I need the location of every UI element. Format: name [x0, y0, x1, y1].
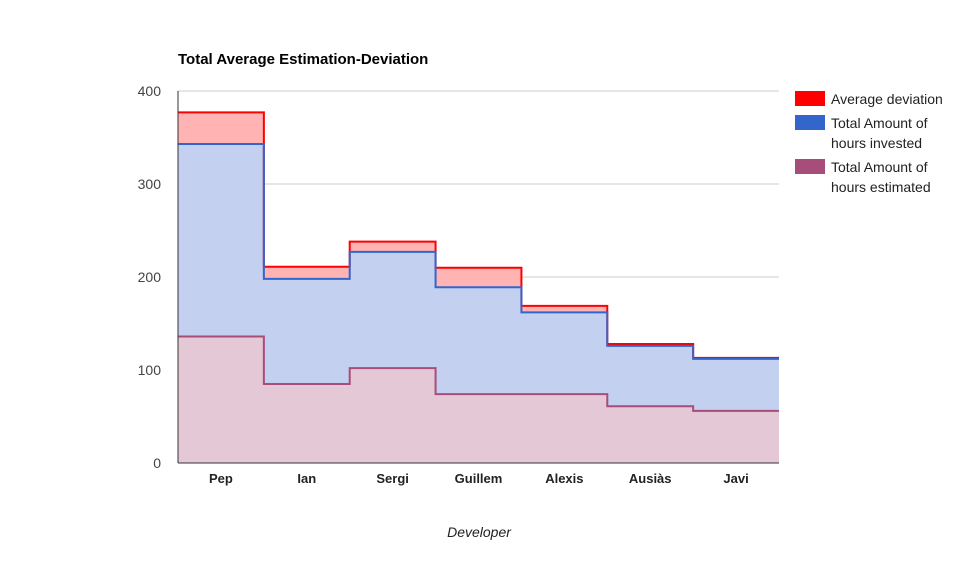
- series-line-1: [178, 143, 779, 360]
- legend-label: Total Amount of: [831, 115, 928, 131]
- x-tick-label: Ian: [297, 471, 316, 486]
- x-tick-label: Javi: [723, 471, 748, 486]
- series-line-2: [178, 335, 779, 412]
- y-tick-label: 200: [138, 269, 162, 285]
- x-tick-label: Pep: [209, 471, 233, 486]
- legend-swatch: [795, 91, 825, 106]
- series-area-2: [178, 336, 779, 463]
- y-tick-label: 300: [138, 176, 162, 192]
- legend-swatch: [795, 159, 825, 174]
- series-line-0: [178, 111, 779, 359]
- x-tick-labels: Pep Ian Sergi Guillem Alexis Ausiàs Javi: [209, 471, 749, 486]
- x-tick-label: Ausiàs: [629, 471, 672, 486]
- y-tick-label: 0: [153, 455, 161, 471]
- x-tick-label: Guillem: [455, 471, 503, 486]
- x-tick-label: Sergi: [376, 471, 409, 486]
- legend: Average deviation Total Amount of hours in…: [795, 91, 943, 195]
- y-tick-label: 400: [138, 83, 162, 99]
- axes: [177, 91, 779, 464]
- x-axis-label: Developer: [447, 524, 512, 540]
- x-tick-label: Alexis: [545, 471, 583, 486]
- legend-swatch: [795, 115, 825, 130]
- legend-label: hours estimated: [831, 179, 931, 195]
- legend-label: Average deviation: [831, 91, 943, 107]
- y-tick-labels: 0 100 200 300 400: [138, 83, 162, 471]
- y-tick-label: 100: [138, 362, 162, 378]
- legend-label: Total Amount of: [831, 159, 928, 175]
- series-areas: [178, 111, 779, 463]
- legend-label: hours invested: [831, 135, 922, 151]
- chart-title: Total Average Estimation-Deviation: [178, 51, 428, 68]
